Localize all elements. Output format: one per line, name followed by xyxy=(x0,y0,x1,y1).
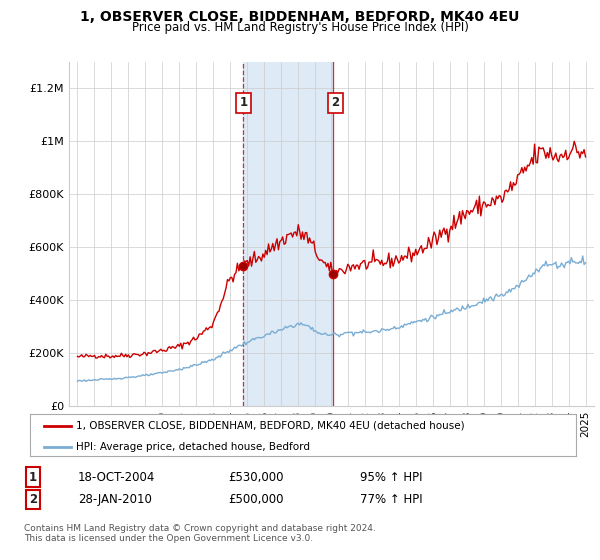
Text: 2: 2 xyxy=(331,96,339,109)
Text: £500,000: £500,000 xyxy=(228,493,284,506)
Text: £530,000: £530,000 xyxy=(228,470,284,484)
Text: 2: 2 xyxy=(29,493,37,506)
Text: Price paid vs. HM Land Registry's House Price Index (HPI): Price paid vs. HM Land Registry's House … xyxy=(131,21,469,34)
Text: 95% ↑ HPI: 95% ↑ HPI xyxy=(360,470,422,484)
Text: Contains HM Land Registry data © Crown copyright and database right 2024.
This d: Contains HM Land Registry data © Crown c… xyxy=(24,524,376,543)
Text: 1, OBSERVER CLOSE, BIDDENHAM, BEDFORD, MK40 4EU: 1, OBSERVER CLOSE, BIDDENHAM, BEDFORD, M… xyxy=(80,10,520,24)
Text: 1: 1 xyxy=(239,96,247,109)
Text: 18-OCT-2004: 18-OCT-2004 xyxy=(78,470,155,484)
Text: 1, OBSERVER CLOSE, BIDDENHAM, BEDFORD, MK40 4EU (detached house): 1, OBSERVER CLOSE, BIDDENHAM, BEDFORD, M… xyxy=(76,421,465,431)
Bar xyxy=(244,62,332,406)
Text: 28-JAN-2010: 28-JAN-2010 xyxy=(78,493,152,506)
Text: HPI: Average price, detached house, Bedford: HPI: Average price, detached house, Bedf… xyxy=(76,442,310,452)
Text: 77% ↑ HPI: 77% ↑ HPI xyxy=(360,493,422,506)
Text: 1: 1 xyxy=(29,470,37,484)
